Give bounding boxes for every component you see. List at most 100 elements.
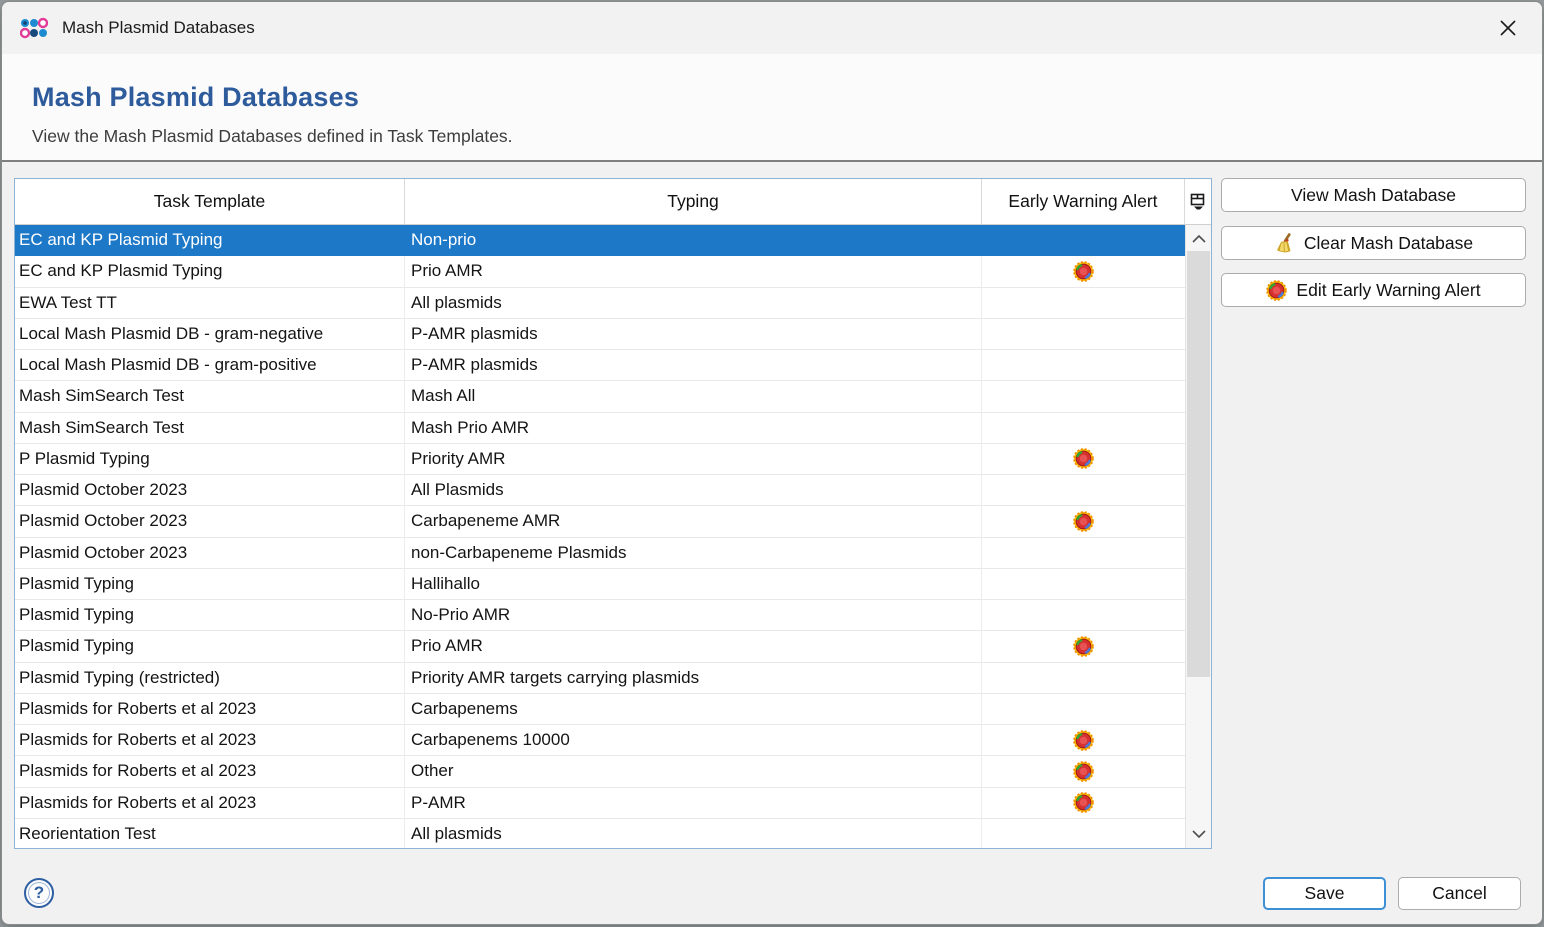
chevron-up-icon: [1191, 235, 1206, 243]
view-mash-database-button[interactable]: View Mash Database: [1221, 178, 1526, 212]
early-warning-alert-icon: [1073, 448, 1094, 470]
early-warning-alert-icon: [1073, 511, 1094, 532]
close-button[interactable]: [1488, 8, 1528, 48]
cell-typing: Other: [405, 756, 982, 788]
cell-typing: P-AMR: [405, 787, 982, 819]
cell-task-template: EWA Test TT: [15, 287, 405, 319]
cell-task-template: Plasmid October 2023: [15, 506, 405, 538]
cell-task-template: Plasmid Typing: [15, 631, 405, 663]
table-row[interactable]: P Plasmid Typing Priority AMR: [15, 443, 1185, 475]
cell-alert: [982, 788, 1185, 819]
cell-typing: All Plasmids: [405, 475, 982, 507]
table-row[interactable]: Plasmid October 2023 All Plasmids: [15, 475, 1185, 507]
table-row[interactable]: Plasmid Typing (restricted) Priority AMR…: [15, 662, 1185, 694]
cell-alert: [982, 506, 1185, 538]
table-row[interactable]: Reorientation Test All plasmids: [15, 818, 1185, 848]
cell-alert: [982, 444, 1185, 475]
cell-alert: [982, 475, 1185, 507]
table-row[interactable]: Plasmids for Roberts et al 2023 Other: [15, 756, 1185, 788]
cell-typing: All plasmids: [405, 818, 982, 848]
edit-early-warning-alert-button[interactable]: Edit Early Warning Alert: [1221, 273, 1526, 307]
cell-typing: All plasmids: [405, 287, 982, 319]
page-title: Mash Plasmid Databases: [32, 82, 360, 112]
early-warning-alert-icon: [1073, 636, 1094, 657]
table-row[interactable]: Mash SimSearch Test Mash All: [15, 381, 1185, 413]
early-warning-alert-icon: [1266, 279, 1288, 301]
cell-task-template: Plasmid Typing: [15, 568, 405, 600]
cell-task-template: P Plasmid Typing: [15, 443, 405, 475]
cell-alert: [982, 819, 1185, 848]
cell-task-template: Mash SimSearch Test: [15, 412, 405, 444]
cell-typing: P-AMR plasmids: [405, 350, 982, 382]
chevron-down-icon: [1191, 830, 1206, 838]
cell-task-template: Local Mash Plasmid DB - gram-positive: [15, 350, 405, 382]
table-row[interactable]: Plasmid October 2023 non-Carbapeneme Pla…: [15, 537, 1185, 569]
cell-typing: Priority AMR targets carrying plasmids: [405, 662, 982, 694]
cell-typing: Mash All: [405, 381, 982, 413]
vertical-scrollbar[interactable]: [1185, 225, 1211, 848]
cell-alert: [982, 288, 1185, 319]
save-label: Save: [1304, 883, 1345, 903]
table-row[interactable]: Local Mash Plasmid DB - gram-positive P-…: [15, 350, 1185, 382]
cell-typing: Carbapenems: [405, 693, 982, 725]
dialog-header: Mash Plasmid Databases View the Mash Pla…: [2, 54, 1542, 162]
table-row[interactable]: Plasmid Typing No-Prio AMR: [15, 600, 1185, 632]
table-row[interactable]: Mash SimSearch Test Mash Prio AMR: [15, 412, 1185, 444]
table-row[interactable]: Plasmid Typing Prio AMR: [15, 631, 1185, 663]
cell-typing: Hallihallo: [405, 568, 982, 600]
cell-typing: Prio AMR: [405, 256, 982, 288]
column-header-early-warning-alert[interactable]: Early Warning Alert: [982, 179, 1185, 224]
early-warning-alert-icon: [1073, 761, 1094, 782]
cell-typing: Mash Prio AMR: [405, 412, 982, 444]
cell-alert: [982, 756, 1185, 788]
early-warning-alert-icon: [1073, 261, 1094, 282]
cell-task-template: Reorientation Test: [15, 818, 405, 848]
cell-typing: No-Prio AMR: [405, 600, 982, 632]
cell-task-template: Mash SimSearch Test: [15, 381, 405, 413]
cell-typing: non-Carbapeneme Plasmids: [405, 537, 982, 569]
scroll-down-button[interactable]: [1186, 822, 1211, 846]
scrollbar-thumb[interactable]: [1187, 251, 1210, 677]
column-chooser-button[interactable]: [1185, 179, 1211, 224]
table-row[interactable]: Local Mash Plasmid DB - gram-negative P-…: [15, 318, 1185, 350]
table-row[interactable]: EC and KP Plasmid Typing Prio AMR: [15, 256, 1185, 288]
clear-mash-database-button[interactable]: Clear Mash Database: [1221, 226, 1526, 260]
cancel-button[interactable]: Cancel: [1398, 877, 1521, 910]
table-row[interactable]: Plasmid October 2023 Carbapeneme AMR: [15, 506, 1185, 538]
save-button[interactable]: Save: [1263, 877, 1386, 910]
table-row[interactable]: Plasmid Typing Hallihallo: [15, 568, 1185, 600]
early-warning-alert-icon: [1073, 729, 1094, 751]
cell-task-template: Plasmids for Roberts et al 2023: [15, 756, 405, 788]
dialog-content: Task Template Typing Early Warning Alert…: [2, 162, 1542, 924]
cell-alert: [982, 694, 1185, 725]
cell-task-template: EC and KP Plasmid Typing: [15, 256, 405, 288]
close-icon: [1500, 20, 1516, 36]
cell-alert: [982, 350, 1185, 382]
table-row[interactable]: Plasmids for Roberts et al 2023 P-AMR: [15, 787, 1185, 819]
cell-task-template: Plasmids for Roberts et al 2023: [15, 787, 405, 819]
cell-alert: [982, 256, 1185, 288]
column-header-task-template[interactable]: Task Template: [15, 179, 405, 224]
cell-alert: [982, 225, 1185, 256]
broom-icon: [1276, 232, 1291, 252]
scroll-up-button[interactable]: [1186, 227, 1211, 251]
cell-typing: Priority AMR: [405, 443, 982, 475]
early-warning-alert-icon: [1073, 792, 1094, 813]
cell-alert: [982, 569, 1185, 600]
column-header-typing[interactable]: Typing: [405, 179, 982, 224]
cell-typing: Prio AMR: [405, 631, 982, 663]
cell-alert: [982, 600, 1185, 632]
cell-task-template: EC and KP Plasmid Typing: [19, 230, 223, 250]
table-row[interactable]: EC and KP Plasmid Typing Non-prio: [15, 225, 1185, 257]
help-button[interactable]: ?: [24, 878, 54, 908]
window-title: Mash Plasmid Databases: [62, 18, 255, 37]
cell-alert: [982, 631, 1185, 663]
cell-alert: [982, 538, 1185, 569]
table-row[interactable]: Plasmids for Roberts et al 2023 Carbapen…: [15, 693, 1185, 725]
cell-task-template: Plasmids for Roberts et al 2023: [15, 693, 405, 725]
table-row[interactable]: EWA Test TT All plasmids: [15, 287, 1185, 319]
app-icon: [20, 17, 48, 39]
table-row[interactable]: Plasmids for Roberts et al 2023 Carbapen…: [15, 725, 1185, 757]
help-icon: ?: [33, 883, 45, 902]
cell-alert: [982, 413, 1185, 444]
